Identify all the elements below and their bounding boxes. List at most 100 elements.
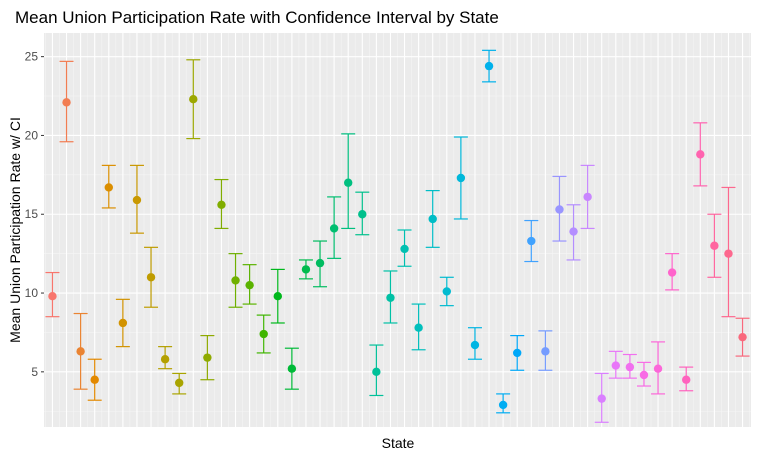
- error-bar-group: [608, 350, 623, 379]
- error-bar-group: [510, 334, 525, 371]
- mean-point: [513, 348, 522, 358]
- x-axis-title: State: [382, 435, 415, 451]
- error-bar-group: [355, 191, 370, 236]
- error-bar-group: [439, 276, 454, 307]
- mean-point: [639, 370, 649, 380]
- mean-point: [301, 265, 311, 274]
- mean-point: [738, 332, 747, 342]
- error-bar-group: [425, 190, 440, 248]
- error-bar-group: [721, 186, 736, 318]
- error-bar-group: [73, 312, 88, 390]
- error-bar-group: [115, 298, 130, 348]
- mean-point: [710, 241, 719, 250]
- error-bar-group: [594, 372, 609, 423]
- data-marks: [45, 49, 750, 423]
- error-bar-group: [665, 253, 680, 291]
- error-bar-group: [496, 393, 511, 414]
- error-bar-group: [341, 133, 356, 230]
- error-bar-group: [735, 317, 750, 357]
- mean-point: [527, 236, 536, 246]
- error-bar-group: [284, 347, 299, 390]
- error-bar-group: [383, 270, 398, 324]
- mean-point: [625, 362, 635, 372]
- error-bar-group: [270, 268, 285, 324]
- error-bar-group: [707, 213, 722, 278]
- error-bar-group: [298, 259, 313, 280]
- y-tick-label: 10: [25, 286, 39, 300]
- mean-point: [442, 287, 451, 296]
- y-tick-label: 15: [25, 207, 39, 221]
- error-bar-group: [482, 49, 497, 83]
- error-bar-group: [45, 271, 60, 318]
- mean-point: [118, 318, 128, 328]
- error-bar-group: [214, 178, 229, 230]
- error-bar-group: [580, 164, 595, 230]
- mean-point: [555, 205, 564, 214]
- y-tick-label: 5: [31, 365, 38, 379]
- mean-point: [611, 361, 620, 370]
- mean-point: [724, 249, 733, 258]
- error-bar-group: [369, 344, 384, 397]
- mean-point: [414, 323, 423, 332]
- mean-point: [175, 378, 184, 388]
- mean-point: [259, 329, 268, 339]
- mean-point: [104, 183, 113, 192]
- mean-point: [245, 280, 254, 290]
- mean-point: [231, 276, 240, 285]
- error-bar-group: [453, 136, 468, 220]
- mean-point: [203, 353, 212, 362]
- error-bar-group: [158, 346, 173, 370]
- mean-point: [653, 364, 663, 373]
- error-bar-group: [552, 175, 567, 242]
- mean-point: [400, 244, 409, 254]
- error-bar-group: [59, 60, 74, 143]
- mean-point: [667, 268, 677, 277]
- chart-title: Mean Union Participation Rate with Confi…: [15, 8, 499, 27]
- mean-point: [287, 364, 297, 373]
- error-bar-group: [144, 246, 159, 308]
- error-bar-group: [679, 366, 694, 392]
- mean-point: [146, 273, 156, 282]
- error-bar-group: [538, 330, 553, 371]
- mean-point: [498, 400, 508, 410]
- mean-point: [160, 355, 170, 364]
- error-bar-group: [186, 59, 201, 140]
- error-bar-group: [327, 196, 342, 259]
- error-bar-group: [636, 361, 651, 387]
- grid-minor: [44, 33, 751, 427]
- mean-point: [273, 291, 282, 301]
- error-bar-group: [693, 122, 708, 187]
- mean-point: [315, 258, 325, 268]
- mean-point: [358, 210, 367, 219]
- mean-point: [583, 192, 592, 202]
- error-bar-group: [651, 341, 666, 395]
- error-bar-group: [397, 229, 412, 267]
- mean-point: [484, 61, 494, 71]
- y-axis-title: Mean Union Participation Rate w/ CI: [7, 117, 23, 343]
- mean-point: [428, 214, 437, 224]
- mean-point: [217, 200, 226, 209]
- error-bar-group: [200, 334, 215, 381]
- mean-point: [470, 340, 480, 350]
- error-bar-group: [129, 164, 144, 234]
- error-bar-group: [256, 314, 271, 354]
- error-bar-group: [411, 303, 426, 351]
- mean-point: [132, 195, 142, 205]
- error-bar-group: [242, 264, 257, 305]
- mean-point: [541, 347, 550, 356]
- error-bar-group: [566, 204, 581, 261]
- mean-point: [76, 347, 85, 356]
- y-tick-label: 20: [25, 128, 39, 142]
- error-bar-group: [524, 219, 539, 263]
- mean-point: [189, 94, 198, 104]
- error-bar-group: [228, 253, 243, 308]
- error-bar-group: [313, 240, 328, 288]
- error-bar-group: [467, 327, 482, 360]
- mean-point: [597, 394, 606, 403]
- error-bar-group: [87, 358, 102, 401]
- mean-point: [48, 291, 57, 301]
- error-bar-group: [172, 372, 187, 395]
- mean-point: [456, 173, 466, 183]
- y-axis-ticks: 5 10 15 20 25: [25, 50, 44, 379]
